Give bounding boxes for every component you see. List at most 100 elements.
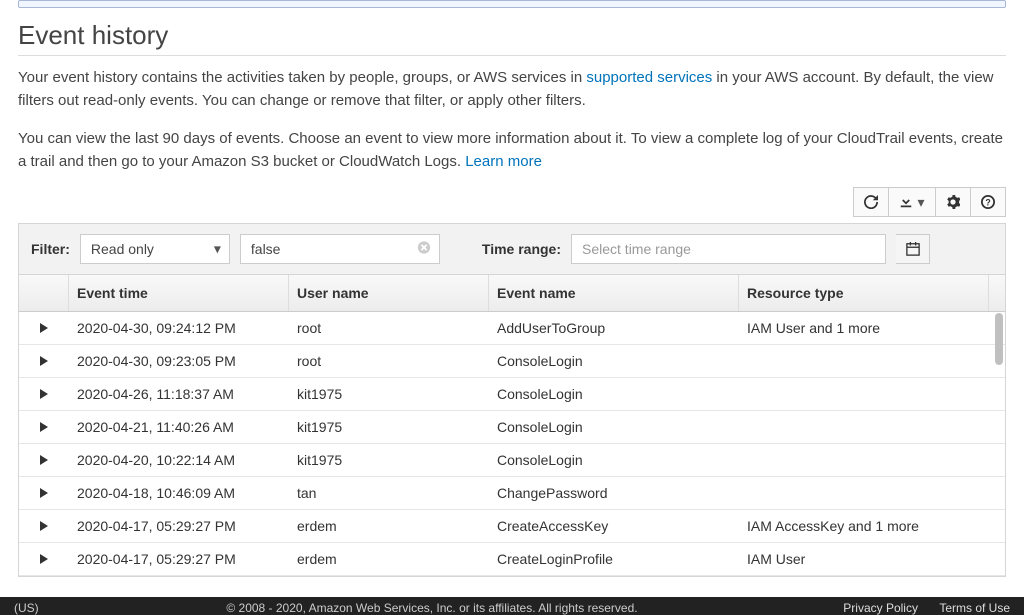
refresh-button[interactable] — [853, 187, 889, 217]
cell-user-name: erdem — [289, 543, 489, 575]
col-resource-type[interactable]: Resource type — [739, 275, 989, 311]
events-table: Event time User name Event name Resource… — [18, 275, 1006, 577]
cell-user-name: tan — [289, 477, 489, 509]
privacy-link[interactable]: Privacy Policy — [843, 601, 918, 615]
table-row[interactable]: 2020-04-26, 11:18:37 AMkit1975ConsoleLog… — [19, 378, 1005, 411]
expand-row-button[interactable] — [19, 477, 69, 509]
footer: (US) © 2008 - 2020, Amazon Web Services,… — [0, 597, 1024, 615]
table-row[interactable]: 2020-04-30, 09:23:05 PMrootConsoleLogin — [19, 345, 1005, 378]
cell-user-name: kit1975 — [289, 444, 489, 476]
filter-label: Filter: — [31, 241, 70, 257]
description-2: You can view the last 90 days of events.… — [18, 127, 1006, 174]
caret-right-icon — [40, 323, 48, 333]
table-row[interactable]: 2020-04-18, 10:46:09 AMtanChangePassword — [19, 477, 1005, 510]
cell-event-time: 2020-04-21, 11:40:26 AM — [69, 411, 289, 443]
time-range-placeholder: Select time range — [582, 241, 691, 257]
footer-copyright: © 2008 - 2020, Amazon Web Services, Inc.… — [226, 601, 637, 615]
cell-event-time: 2020-04-20, 10:22:14 AM — [69, 444, 289, 476]
gear-icon — [946, 195, 960, 209]
expand-row-button[interactable] — [19, 510, 69, 542]
caret-right-icon — [40, 455, 48, 465]
cell-resource-type — [739, 345, 1005, 377]
table-row[interactable]: 2020-04-20, 10:22:14 AMkit1975ConsoleLog… — [19, 444, 1005, 477]
cell-user-name: kit1975 — [289, 378, 489, 410]
svg-text:?: ? — [985, 198, 990, 208]
cell-resource-type — [739, 411, 1005, 443]
settings-button[interactable] — [935, 187, 971, 217]
desc-text: Your event history contains the activiti… — [18, 69, 586, 86]
cell-event-name: ChangePassword — [489, 477, 739, 509]
cell-event-name: CreateAccessKey — [489, 510, 739, 542]
cell-resource-type — [739, 477, 1005, 509]
refresh-icon — [864, 195, 878, 209]
cell-resource-type — [739, 444, 1005, 476]
cell-event-time: 2020-04-26, 11:18:37 AM — [69, 378, 289, 410]
title-rule — [18, 55, 1006, 56]
cell-event-name: ConsoleLogin — [489, 411, 739, 443]
time-range-input[interactable]: Select time range — [571, 234, 886, 264]
cell-resource-type: IAM AccessKey and 1 more — [739, 510, 1005, 542]
table-row[interactable]: 2020-04-17, 05:29:27 PMerdemCreateLoginP… — [19, 543, 1005, 576]
time-range-label: Time range: — [482, 241, 561, 257]
cell-event-name: ConsoleLogin — [489, 378, 739, 410]
description-1: Your event history contains the activiti… — [18, 66, 1006, 113]
cell-user-name: root — [289, 312, 489, 344]
caret-right-icon — [40, 554, 48, 564]
filter-value-text: false — [251, 241, 281, 257]
calendar-icon — [906, 242, 920, 256]
clear-filter-icon[interactable] — [417, 241, 431, 258]
caret-right-icon — [40, 488, 48, 498]
chevron-down-icon: ▾ — [917, 194, 924, 211]
cell-event-name: ConsoleLogin — [489, 444, 739, 476]
caret-right-icon — [40, 521, 48, 531]
table-body: 2020-04-30, 09:24:12 PMrootAddUserToGrou… — [19, 312, 1005, 576]
caret-right-icon — [40, 389, 48, 399]
cell-event-name: AddUserToGroup — [489, 312, 739, 344]
info-banner — [18, 0, 1006, 8]
expand-row-button[interactable] — [19, 543, 69, 575]
caret-right-icon — [40, 356, 48, 366]
col-event-time[interactable]: Event time — [69, 275, 289, 311]
expand-row-button[interactable] — [19, 345, 69, 377]
scrollbar[interactable] — [995, 313, 1003, 365]
chevron-down-icon: ▾ — [214, 241, 221, 258]
filter-value-input[interactable]: false — [240, 234, 440, 264]
cell-user-name: kit1975 — [289, 411, 489, 443]
table-header-row: Event time User name Event name Resource… — [19, 275, 1005, 312]
cell-resource-type: IAM User and 1 more — [739, 312, 1005, 344]
cell-user-name: root — [289, 345, 489, 377]
help-icon: ? — [981, 195, 995, 209]
footer-lang[interactable]: (US) — [14, 601, 39, 615]
calendar-button[interactable] — [896, 234, 930, 264]
cell-event-time: 2020-04-17, 05:29:27 PM — [69, 510, 289, 542]
table-row[interactable]: 2020-04-21, 11:40:26 AMkit1975ConsoleLog… — [19, 411, 1005, 444]
caret-right-icon — [40, 422, 48, 432]
cell-event-time: 2020-04-30, 09:23:05 PM — [69, 345, 289, 377]
table-row[interactable]: 2020-04-17, 05:29:27 PMerdemCreateAccess… — [19, 510, 1005, 543]
filter-attribute-value: Read only — [91, 241, 154, 257]
expand-row-button[interactable] — [19, 378, 69, 410]
terms-link[interactable]: Terms of Use — [939, 601, 1010, 615]
expand-row-button[interactable] — [19, 444, 69, 476]
cell-resource-type — [739, 378, 1005, 410]
download-button[interactable]: ▾ — [888, 187, 936, 217]
col-event-name[interactable]: Event name — [489, 275, 739, 311]
filter-attribute-select[interactable]: Read only ▾ — [80, 234, 230, 264]
cell-user-name: erdem — [289, 510, 489, 542]
cell-event-name: ConsoleLogin — [489, 345, 739, 377]
help-button[interactable]: ? — [970, 187, 1006, 217]
expand-row-button[interactable] — [19, 312, 69, 344]
expand-row-button[interactable] — [19, 411, 69, 443]
page-title: Event history — [18, 20, 1006, 51]
learn-more-link[interactable]: Learn more — [465, 153, 542, 170]
cell-event-time: 2020-04-17, 05:29:27 PM — [69, 543, 289, 575]
download-icon — [899, 195, 913, 209]
cell-event-time: 2020-04-30, 09:24:12 PM — [69, 312, 289, 344]
cell-event-time: 2020-04-18, 10:46:09 AM — [69, 477, 289, 509]
cell-event-name: CreateLoginProfile — [489, 543, 739, 575]
supported-services-link[interactable]: supported services — [586, 69, 712, 86]
toolbar: ▾ ? — [18, 187, 1006, 217]
expand-header — [19, 275, 69, 311]
col-user-name[interactable]: User name — [289, 275, 489, 311]
table-row[interactable]: 2020-04-30, 09:24:12 PMrootAddUserToGrou… — [19, 312, 1005, 345]
